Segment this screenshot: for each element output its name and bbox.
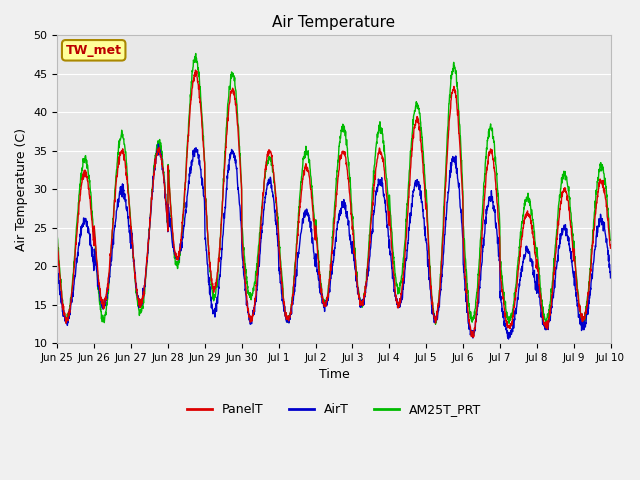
AM25T_PRT (558, 177, 566, 182)
AM25T_PRT (573, 287, 581, 293)
PanelT (495, 225, 503, 231)
AM25T_PRT (362, 279, 370, 285)
PanelT (469, 335, 477, 340)
AirT (208, 301, 216, 307)
AM25T_PRT (208, 286, 216, 292)
AM25T_PRT (192, 50, 200, 56)
AirT (154, 141, 162, 147)
Line: AM25T_PRT: AM25T_PRT (58, 53, 611, 324)
PanelT (350, 251, 358, 256)
AirT (573, 303, 581, 309)
AM25T_PRT (495, 209, 503, 215)
AirT (495, 250, 502, 255)
AM25T_PRT (54, 235, 61, 240)
PanelT (191, 67, 199, 73)
AirT (607, 275, 614, 281)
AM25T_PRT (432, 321, 440, 327)
PanelT (573, 289, 581, 295)
X-axis label: Time: Time (319, 368, 349, 381)
PanelT (54, 240, 61, 246)
Line: AirT: AirT (58, 144, 611, 339)
Legend: PanelT, AirT, AM25T_PRT: PanelT, AirT, AM25T_PRT (182, 398, 486, 421)
AirT (362, 284, 370, 289)
Line: PanelT: PanelT (58, 70, 611, 337)
AirT (350, 252, 358, 258)
PanelT (208, 278, 216, 284)
AM25T_PRT (607, 237, 614, 243)
PanelT (362, 279, 370, 285)
AirT (558, 226, 566, 231)
AirT (54, 261, 61, 266)
Y-axis label: Air Temperature (C): Air Temperature (C) (15, 128, 28, 251)
AirT (505, 336, 513, 342)
Text: TW_met: TW_met (66, 44, 122, 57)
PanelT (558, 194, 566, 200)
PanelT (607, 245, 614, 251)
Title: Air Temperature: Air Temperature (273, 15, 396, 30)
AM25T_PRT (350, 237, 358, 243)
